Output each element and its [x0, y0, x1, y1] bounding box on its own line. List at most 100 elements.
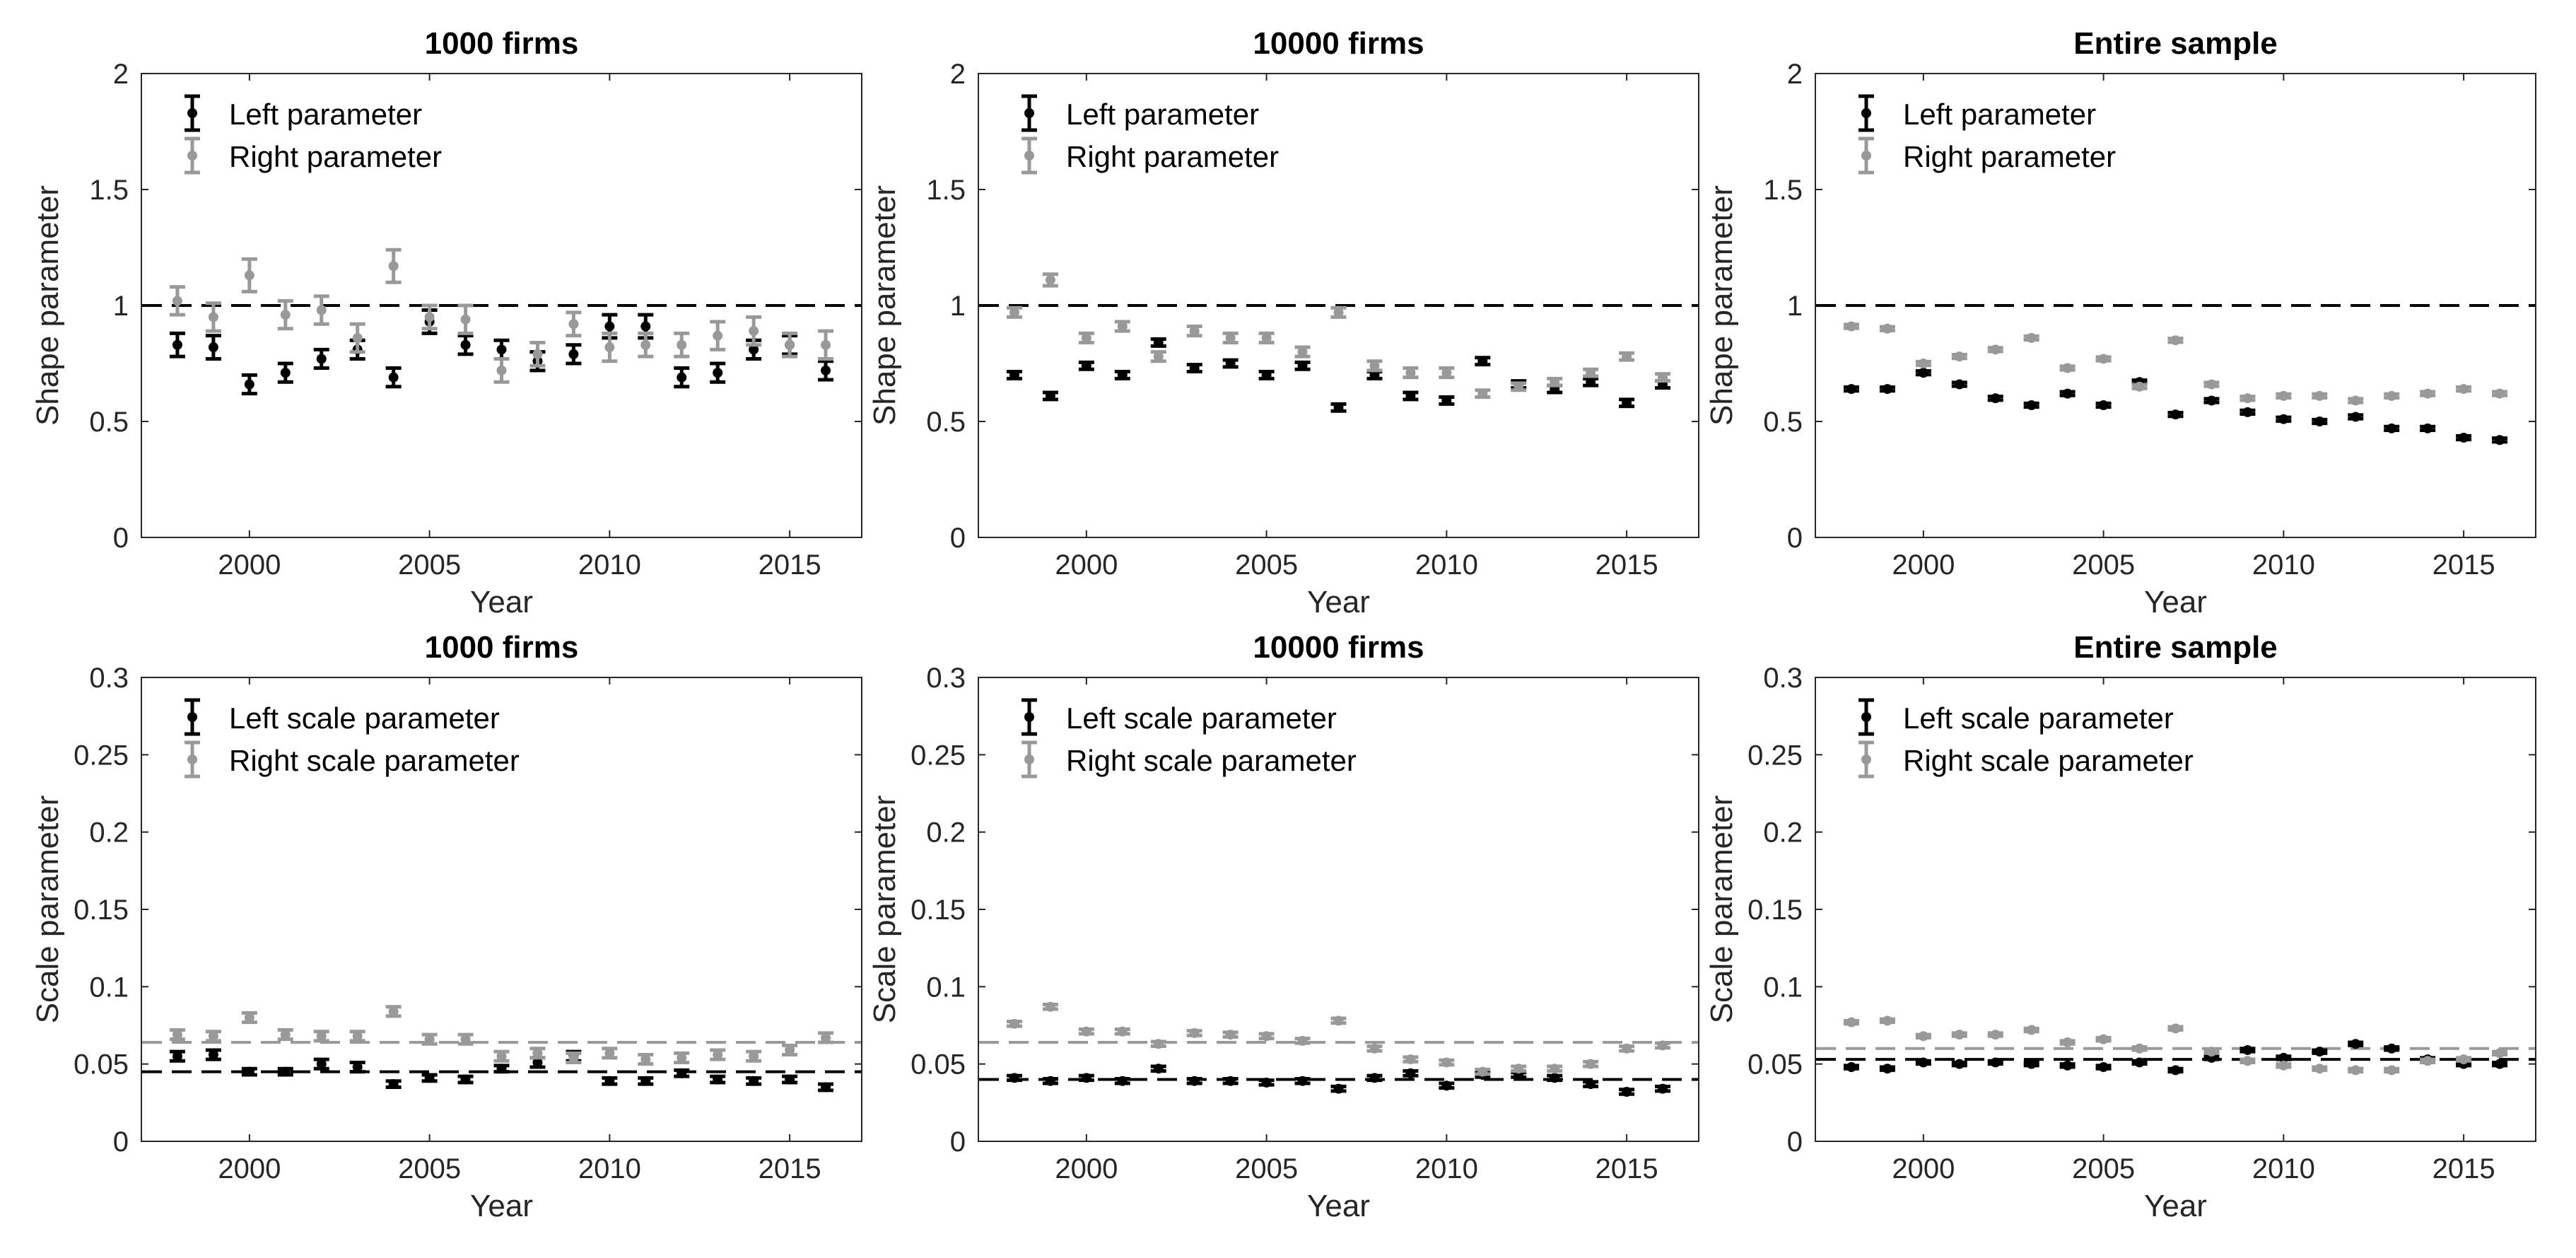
data-point-marker [1081, 332, 1091, 343]
data-point [205, 1048, 221, 1061]
legend-swatch [1021, 740, 1037, 779]
data-point-marker [1990, 1030, 2001, 1040]
data-point-marker [1846, 1017, 1856, 1027]
data-point-marker [2350, 1065, 2361, 1076]
data-point-marker [1369, 370, 1380, 380]
data-point [1619, 1043, 1635, 1054]
data-point [710, 361, 726, 384]
data-point-marker [2026, 400, 2037, 411]
data-point-marker [604, 321, 615, 332]
data-point [746, 1076, 762, 1086]
data-point-marker [749, 1076, 759, 1086]
data-point [2456, 1054, 2472, 1065]
x-tick-label: 2015 [759, 549, 821, 581]
data-point [1655, 1083, 1671, 1094]
data-point-marker [2170, 409, 2181, 420]
data-point [1150, 1064, 1166, 1074]
data-point [2059, 363, 2076, 373]
chart-panel-4: 1000 firms 0 0.05 0.1 0.15 0.2 0.25 0.3 2000 2005… [30, 630, 862, 1223]
data-point-marker [2278, 1060, 2289, 1071]
data-point-marker [1153, 1064, 1164, 1074]
data-point-marker [1153, 1039, 1164, 1049]
data-point-marker [1514, 1064, 1524, 1074]
data-point-marker [2062, 388, 2073, 399]
data-point [1879, 323, 1895, 334]
series-left [1006, 337, 1671, 413]
data-point [1078, 331, 1094, 344]
legend: Left parameter Right parameter [1021, 94, 1279, 175]
y-tick-label: 1 [950, 291, 966, 322]
data-point [2059, 1037, 2076, 1048]
data-point-marker [1918, 1031, 1928, 1042]
data-point [1114, 320, 1130, 333]
y-axis-label: Scale parameter [1704, 796, 1739, 1024]
data-point-marker [172, 339, 182, 350]
data-point-marker [2134, 381, 2145, 392]
data-point [2312, 1047, 2328, 1057]
data-point-marker [677, 372, 687, 383]
data-point-marker [1009, 1018, 1019, 1029]
data-point-marker [2314, 1047, 2325, 1057]
data-point [2023, 332, 2039, 343]
legend-swatch-marker [187, 151, 197, 161]
data-point-marker [460, 1034, 471, 1044]
data-point [2095, 1062, 2112, 1073]
data-point [2095, 354, 2112, 364]
data-point-marker [1297, 1076, 1308, 1086]
data-point [566, 343, 582, 366]
y-tick-label: 2 [950, 59, 966, 90]
x-axis-label: Year [1307, 1189, 1370, 1223]
y-tick-label: 0.2 [1763, 817, 1803, 849]
data-point [2059, 1060, 2076, 1071]
x-tick-label: 2010 [1415, 1153, 1478, 1184]
data-point [1547, 376, 1563, 388]
data-point [710, 1048, 726, 1061]
data-point-marker [532, 349, 543, 359]
legend-label: Right scale parameter [1903, 744, 2194, 777]
data-point-marker [2387, 423, 2397, 433]
x-tick-label: 2000 [1892, 1153, 1955, 1184]
data-point [2167, 1065, 2184, 1076]
data-point-marker [388, 261, 399, 272]
data-point-marker [1477, 1066, 1488, 1077]
data-point [2492, 1059, 2508, 1069]
data-point-marker [1369, 361, 1380, 371]
x-tick-label: 2000 [1055, 1153, 1118, 1184]
x-tick-label: 2005 [398, 1153, 461, 1184]
data-point [2384, 390, 2400, 401]
data-point [1439, 1081, 1455, 1091]
chart-title: 1000 firms [425, 26, 579, 61]
data-point [818, 1082, 834, 1093]
data-point-marker [821, 339, 831, 350]
data-point [1042, 1001, 1058, 1012]
data-point [1222, 1076, 1239, 1086]
data-point [2240, 407, 2256, 417]
data-point [2131, 1057, 2148, 1068]
data-point-marker [2098, 1062, 2109, 1073]
data-point-marker [785, 1074, 795, 1085]
data-point-marker [640, 1054, 651, 1065]
y-tick-label: 0.15 [1747, 895, 1803, 926]
data-point [457, 334, 474, 356]
data-point-marker [1441, 395, 1452, 406]
chart-title: 10000 firms [1253, 26, 1424, 61]
data-point [1951, 1030, 1967, 1040]
y-tick-label: 0.3 [926, 663, 966, 694]
data-point [493, 1064, 510, 1074]
x-tick-label: 2015 [2432, 1153, 2495, 1184]
y-tick-label: 0.2 [926, 817, 966, 849]
legend-swatch-marker [1861, 151, 1871, 161]
data-point [421, 303, 438, 331]
data-point [1843, 384, 1859, 395]
data-point-marker [352, 1062, 363, 1073]
data-point [2312, 417, 2328, 426]
data-point-marker [713, 368, 723, 378]
data-point-marker [1882, 323, 1892, 334]
data-point [1843, 321, 1859, 332]
data-point-marker [1622, 1087, 1632, 1097]
legend-swatch [1858, 740, 1874, 779]
data-point-marker [2062, 363, 2073, 373]
data-point [2456, 384, 2472, 395]
data-point [385, 366, 402, 389]
legend-label: Right parameter [1903, 140, 2116, 173]
